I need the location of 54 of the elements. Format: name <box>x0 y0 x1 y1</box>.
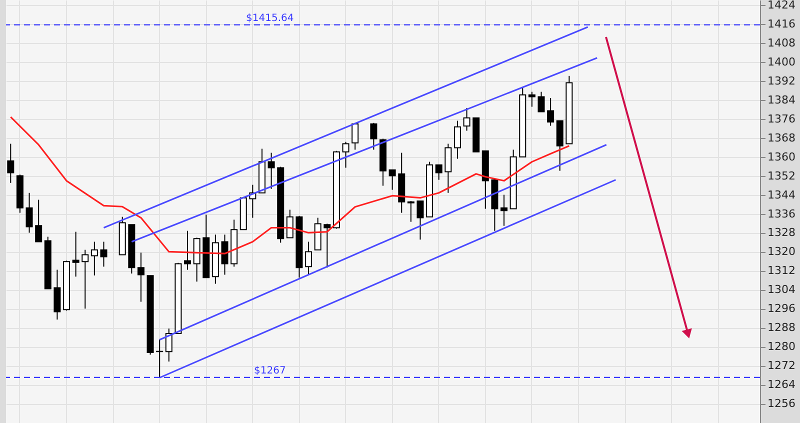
y-tick-label: 1256 <box>768 397 796 410</box>
candlestick <box>435 164 442 180</box>
y-tick-label: 1416 <box>768 17 796 30</box>
candlestick <box>137 252 144 302</box>
y-tick-label: 1328 <box>768 226 796 240</box>
ref-line-label: $1415.64 <box>246 12 294 24</box>
y-tick-label: 1312 <box>768 264 796 278</box>
candlestick <box>538 91 545 112</box>
candlestick <box>7 143 14 184</box>
y-tick-label: 1368 <box>768 131 796 144</box>
y-tick-label: 1400 <box>768 55 796 68</box>
candlestick <box>388 169 396 190</box>
candlestick <box>35 199 42 242</box>
y-tick-label: 1272 <box>768 359 796 372</box>
candlestick <box>463 107 470 132</box>
y-tick-label: 1360 <box>768 150 796 164</box>
candlestick <box>26 192 33 234</box>
y-tick-label: 1392 <box>768 74 796 88</box>
y-tick-label: 1296 <box>768 302 796 316</box>
candlestick <box>82 249 89 310</box>
candlestick <box>342 141 350 168</box>
y-tick-label: 1424 <box>768 0 796 12</box>
ref-line-label: $1267 <box>254 365 286 376</box>
candlestick <box>407 200 414 222</box>
candlestick <box>90 241 98 276</box>
y-tick-label: 1280 <box>768 340 796 354</box>
y-tick-label: 1336 <box>768 207 796 220</box>
candlestick <box>528 91 536 108</box>
candlestick <box>165 328 172 362</box>
candlestick <box>72 231 80 278</box>
y-tick-label: 1376 <box>768 112 796 126</box>
candlestick <box>156 338 164 378</box>
y-tick-label: 1320 <box>768 245 796 258</box>
candlestick <box>184 230 192 270</box>
candlestick <box>500 194 508 226</box>
y-tick-label: 1384 <box>768 93 796 106</box>
y-tick-label: 1288 <box>768 321 796 334</box>
candlestick <box>221 234 228 276</box>
candlestick <box>370 122 378 150</box>
candlestick <box>305 241 312 276</box>
candlestick <box>324 223 331 268</box>
candlestick <box>454 120 461 160</box>
y-tick-label: 1408 <box>768 36 796 50</box>
y-tick-label: 1344 <box>768 188 796 202</box>
candlestick <box>444 143 452 194</box>
candlestick <box>54 269 61 320</box>
candlestick <box>416 200 424 240</box>
y-tick-label: 1352 <box>768 169 796 182</box>
candlestick <box>286 209 294 238</box>
y-tick-label: 1264 <box>768 378 796 392</box>
candlestick <box>547 97 554 126</box>
candlestick <box>268 152 275 190</box>
candlestick <box>100 241 108 268</box>
y-tick-label: 1304 <box>768 283 796 296</box>
